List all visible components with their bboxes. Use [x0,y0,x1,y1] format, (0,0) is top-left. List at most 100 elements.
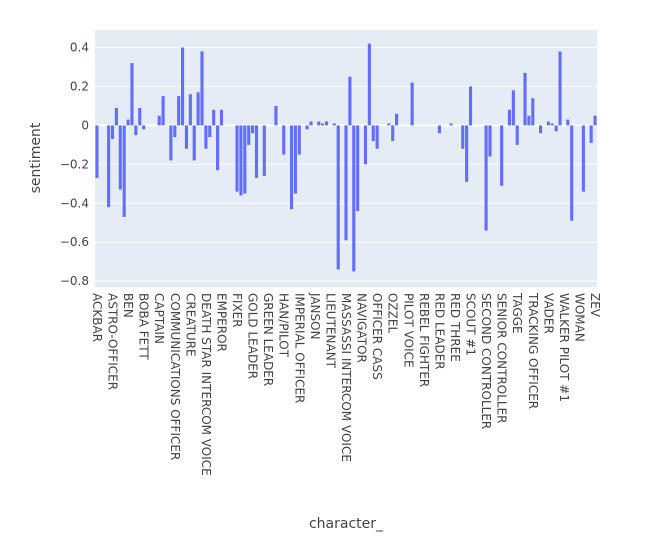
x-tick-label: DEATH STAR INTERCOM VOICE [199,293,213,476]
bar [321,123,325,126]
bar [523,72,527,126]
bar [107,125,111,208]
bar [247,125,251,145]
bar [254,125,259,178]
bar [344,125,348,241]
x-tick-label: MASSASSI INTERCOM VOICE [339,293,353,462]
x-tick-label: LIEUTENANT [323,293,337,369]
x-tick-label: NAVIGATOR [355,293,369,363]
bar [468,86,473,126]
x-tick-label: REBEL FIGHTER [417,293,431,387]
x-tick-label: ZEV [588,293,602,318]
bar [309,121,313,126]
bar [142,125,146,130]
bar [410,82,414,126]
x-tick-label: SENIOR CONTROLLER [495,293,509,424]
bar [289,125,294,210]
bar [527,115,531,126]
x-tick-label: JANSON [308,292,322,340]
x-tick-label: CAPTAIN [152,293,166,344]
bar [461,125,465,149]
x-tick-label: PILOT VOICE [401,293,415,368]
x-tick-label: TRACKING OFFICER [526,292,540,409]
x-tick-label: BOBA FETT [137,293,151,360]
bar [437,125,441,134]
x-tick-label: SCOUT #1 [464,293,478,356]
bar [348,76,352,126]
bar [566,119,570,126]
bar [581,125,585,192]
bar [134,125,138,136]
bar [484,125,488,231]
bar [110,125,115,140]
bar [507,109,511,126]
bar [554,125,558,132]
bar [371,125,375,141]
bar [274,105,278,126]
x-tick-label: RED THREE [448,293,462,362]
bar [387,123,391,126]
bar [570,125,574,221]
bar [511,90,515,126]
bar [593,115,597,126]
bar [352,125,356,272]
bar [208,125,212,138]
bar [515,125,519,145]
bar [531,98,535,126]
bar [317,121,321,126]
x-tick-label: GREEN LEADER [261,293,275,386]
x-tick-label: ACKBAR [90,293,104,342]
bar [122,125,126,217]
bar [282,125,286,155]
x-tick-label: HAN/PILOT [277,293,291,358]
x-tick-label: OZZEL [386,293,400,333]
bar [546,121,550,126]
bar [356,125,360,212]
x-tick-label: WALKER PILOT #1 [557,293,571,402]
x-tick-label: WOMAN [572,293,586,342]
x-tick-label: ASTRO-OFFICER [106,293,120,390]
bar [324,121,329,126]
bar [305,125,309,130]
bar [367,43,371,126]
x-tick-label: OFFICER CASS [370,293,384,380]
bar [235,125,239,192]
x-tick-label: VADER [541,293,555,334]
bar [192,125,196,161]
bar [375,125,379,149]
bar [239,125,243,196]
bar [95,125,99,178]
bar [363,125,368,165]
bar [449,123,453,126]
bar [157,115,161,126]
x-tick-label: TAGGE [510,292,524,334]
x-tick-label: EMPEROR [214,293,228,352]
x-tick-label: CREATURE [183,293,197,357]
bar [196,92,200,126]
bar [118,125,122,190]
y-tick-label: −0.6 [60,235,89,249]
bar [500,125,504,186]
x-tick-label: BEN [121,293,135,318]
bar [251,125,255,134]
bar [169,125,173,161]
bar [126,119,130,126]
bar [130,63,134,126]
bar [488,125,492,157]
y-tick-label: −0.8 [60,274,89,288]
bar [293,125,297,194]
bar [114,107,118,126]
bar [219,109,224,126]
y-tick-label: −0.2 [60,157,89,171]
bar [243,125,247,194]
x-tick-label: IMPERIAL OFFICER [292,293,306,403]
bar [212,109,216,126]
bar [550,123,554,126]
bar [200,51,204,126]
y-axis-title: sentiment [28,122,44,193]
y-tick-label: −0.4 [60,196,89,210]
bar [297,125,301,155]
bar [181,47,185,126]
bar [161,96,165,126]
